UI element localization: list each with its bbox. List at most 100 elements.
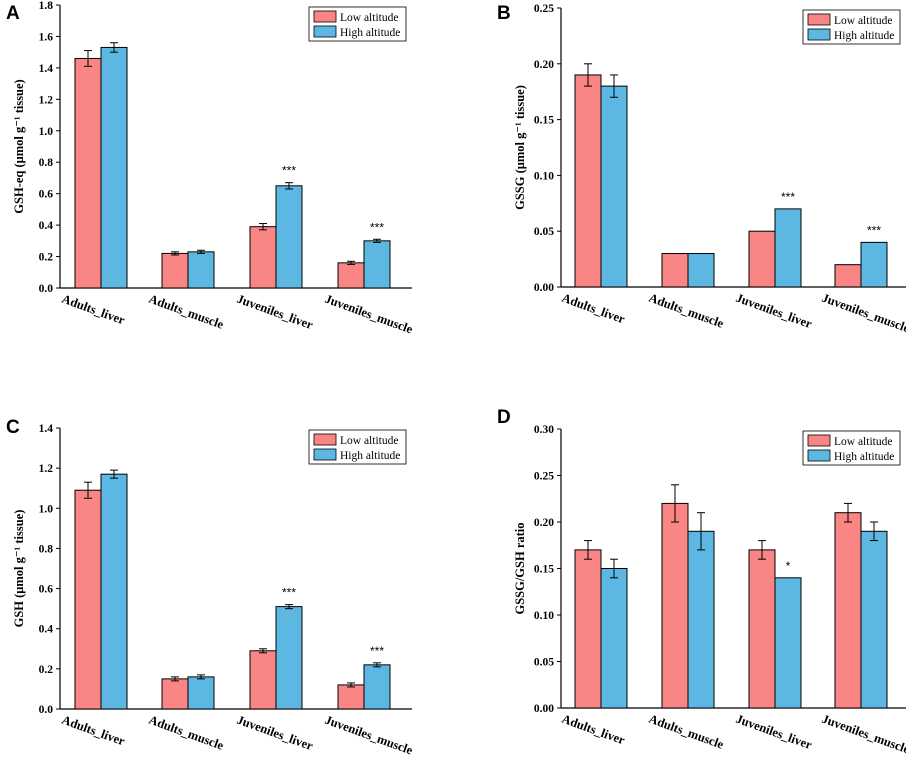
bar-high-altitude [860,530,888,709]
bar-low-altitude [337,262,365,289]
y-tick-label: 0.2 [39,252,54,264]
y-tick-label: 0.20 [534,59,554,71]
y-tick-label: 0.30 [534,424,554,436]
x-tick-label: Juveniles_muscle [323,713,415,757]
bar-high-altitude [774,577,802,709]
x-tick-label: Juveniles_muscle [323,292,415,337]
y-tick-label: 0.0 [39,704,54,716]
x-tick-label: Adults_muscle [147,713,226,753]
y-tick-label: 0.6 [39,584,54,596]
y-axis-title: GSSG/GSH ratio [513,522,527,614]
x-tick-label: Juveniles_liver [235,713,315,754]
legend-label-low: Low altitude [340,12,398,24]
x-tick-label: Adults_muscle [647,712,726,752]
legend-swatch-low [807,13,831,26]
bar-high-altitude [100,46,128,289]
y-tick-label: 0.00 [534,703,554,715]
bar-high-altitude [687,530,715,709]
x-tick-label: Adults_liver [560,712,627,748]
panel-letter: D [497,407,511,428]
bar-high-altitude [275,185,303,289]
significance-marker: *** [370,644,384,658]
y-axis-title: GSH-eq (μmol g⁻¹ tissue) [12,79,26,213]
y-tick-label: 1.4 [39,63,54,75]
bar-high-altitude [600,568,628,709]
y-axis-title: GSSG (μmol g⁻¹ tissue) [513,85,527,210]
bar-high-altitude [363,240,391,289]
bar-high-altitude [187,676,215,710]
x-tick-label: Adults_liver [60,292,127,328]
y-tick-label: 0.25 [534,3,554,15]
y-tick-label: 1.6 [39,31,54,43]
x-tick-label: Adults_muscle [647,291,726,331]
bar-low-altitude [74,489,102,710]
y-tick-label: 0.05 [534,657,554,669]
y-axis-title: GSH (μmol g⁻¹ tissue) [12,510,26,628]
significance-marker: *** [282,164,296,178]
x-tick-label: Juveniles_liver [734,712,814,753]
y-tick-label: 0.8 [39,543,54,555]
legend-label-high: High altitude [834,30,894,42]
y-tick-label: 0.0 [39,283,54,295]
y-tick-label: 1.0 [39,126,54,138]
significance-marker: *** [370,220,384,234]
legend-label-high: High altitude [834,451,894,463]
y-tick-label: 0.15 [534,115,554,127]
x-tick-label: Adults_muscle [147,292,226,332]
legend-swatch-high [807,449,831,462]
y-tick-label: 0.00 [534,282,554,294]
legend-swatch-high [313,448,337,461]
y-tick-label: 1.4 [39,423,54,435]
y-tick-label: 1.0 [39,503,54,515]
x-tick-label: Adults_liver [560,291,627,327]
legend-label-high: High altitude [340,450,400,462]
y-tick-label: 0.25 [534,471,554,483]
y-tick-label: 1.2 [39,463,54,475]
legend-swatch-low [807,434,831,447]
chart-panel-d: D 0.00 0.05 0.10 0.15 0.20 0.25 0.30 GSSG/GSH ra… [497,407,906,757]
y-tick-label: 0.2 [39,664,54,676]
significance-marker: * [786,559,791,573]
chart-panel-a: A 0.0 0.2 0.4 0.6 0.8 1.0 1.2 1.4 1.6 1.8 GSH-eq (μ… [6,0,415,337]
bar-low-altitude [834,512,862,709]
y-tick-label: 0.10 [534,610,554,622]
chart-panel-c: C 0.0 0.2 0.4 0.6 0.8 1.0 1.2 1.4 GSH (μmol g⁻¹ t… [6,417,415,757]
bar-high-altitude [275,606,303,710]
bar-high-altitude [860,241,888,288]
bar-low-altitude [249,226,277,289]
panel-letter: B [497,3,511,24]
y-tick-label: 0.4 [39,624,54,636]
bar-low-altitude [74,57,102,289]
legend-swatch-high [313,25,337,38]
panel-letter: C [6,417,20,438]
bar-low-altitude [574,549,602,709]
y-tick-label: 1.2 [39,94,54,106]
x-tick-label: Juveniles_muscle [820,712,906,757]
y-tick-label: 0.15 [534,564,554,576]
y-tick-label: 0.4 [39,220,54,232]
significance-marker: *** [781,190,795,204]
bar-low-altitude [661,502,689,709]
x-tick-label: Juveniles_muscle [820,291,906,336]
legend-label-low: Low altitude [340,435,398,447]
legend-swatch-low [313,10,337,23]
y-tick-label: 0.20 [534,517,554,529]
bar-low-altitude [337,684,365,710]
y-tick-label: 0.6 [39,189,54,201]
x-tick-label: Juveniles_liver [734,291,814,332]
significance-marker: *** [282,586,296,600]
legend-swatch-high [807,28,831,41]
bar-low-altitude [748,230,776,288]
y-tick-label: 1.8 [39,0,54,12]
bar-low-altitude [574,74,602,288]
bar-high-altitude [600,85,628,288]
x-tick-label: Juveniles_liver [235,292,315,333]
bar-high-altitude [363,664,391,710]
chart-panel-b: B 0.00 0.05 0.10 0.15 0.20 0.25 GSSG (μmol g⁻¹ … [497,3,906,336]
y-tick-label: 0.10 [534,170,554,182]
bar-high-altitude [187,251,215,289]
bar-low-altitude [661,253,689,288]
bar-low-altitude [748,549,776,709]
bar-high-altitude [774,208,802,288]
